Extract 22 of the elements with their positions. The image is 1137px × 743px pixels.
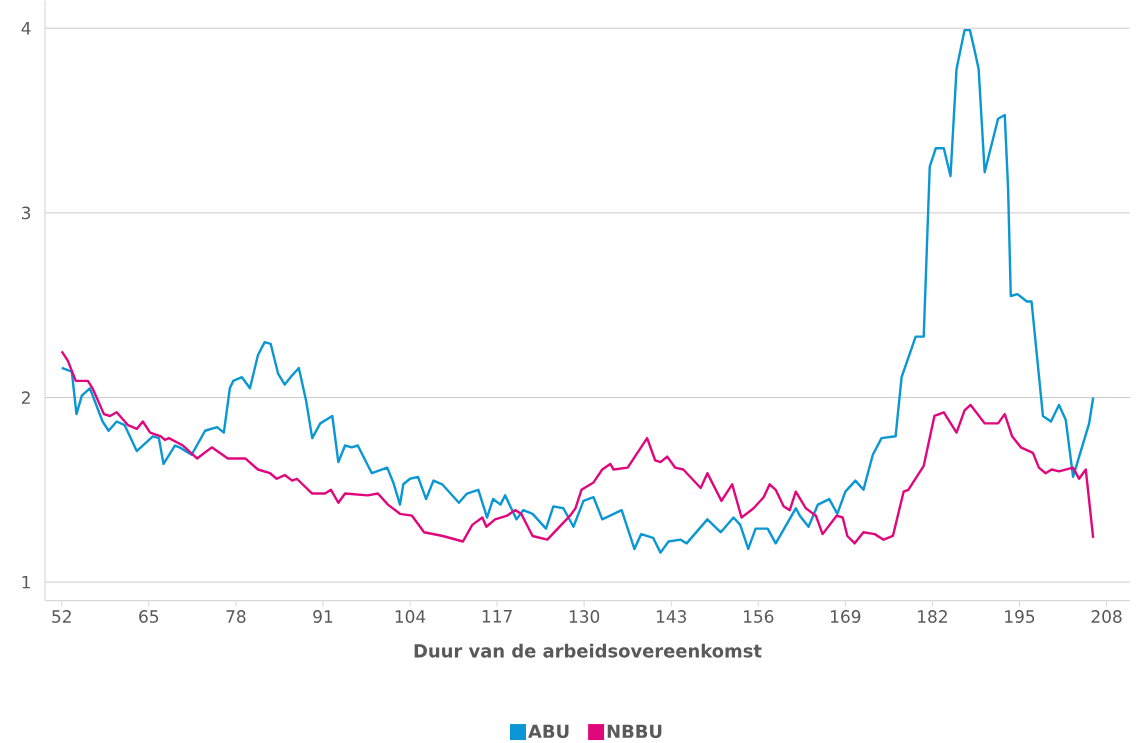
x-tick-label: 156	[743, 609, 774, 623]
x-tick-label: 130	[569, 609, 600, 623]
x-axis-title: Duur van de arbeidsovereenkomst	[414, 643, 762, 658]
x-tick-label: 52	[52, 609, 71, 623]
x-tick-label: 143	[656, 609, 687, 623]
x-tick-label: 182	[918, 609, 947, 623]
line-series	[60, 350, 1095, 545]
x-tick-label: 78	[226, 609, 246, 623]
x-tick-label: 208	[1091, 609, 1122, 623]
y-tick-label: 4	[21, 21, 31, 35]
y-tick-label: 1	[22, 575, 30, 589]
x-tick-label: 195	[1005, 609, 1035, 623]
x-tick-label: 104	[395, 609, 426, 623]
y-tick-label: 3	[22, 206, 31, 220]
legend-label: ABU	[528, 724, 569, 738]
x-tick-label: 91	[313, 609, 333, 623]
x-tick-label: 169	[831, 609, 861, 623]
x-tick-label: 117	[482, 609, 512, 623]
y-tick-label: 2	[21, 391, 30, 404]
legend-label: NBBU	[607, 724, 662, 738]
x-tick-label: 65	[139, 609, 159, 623]
line-series	[60, 28, 1095, 554]
